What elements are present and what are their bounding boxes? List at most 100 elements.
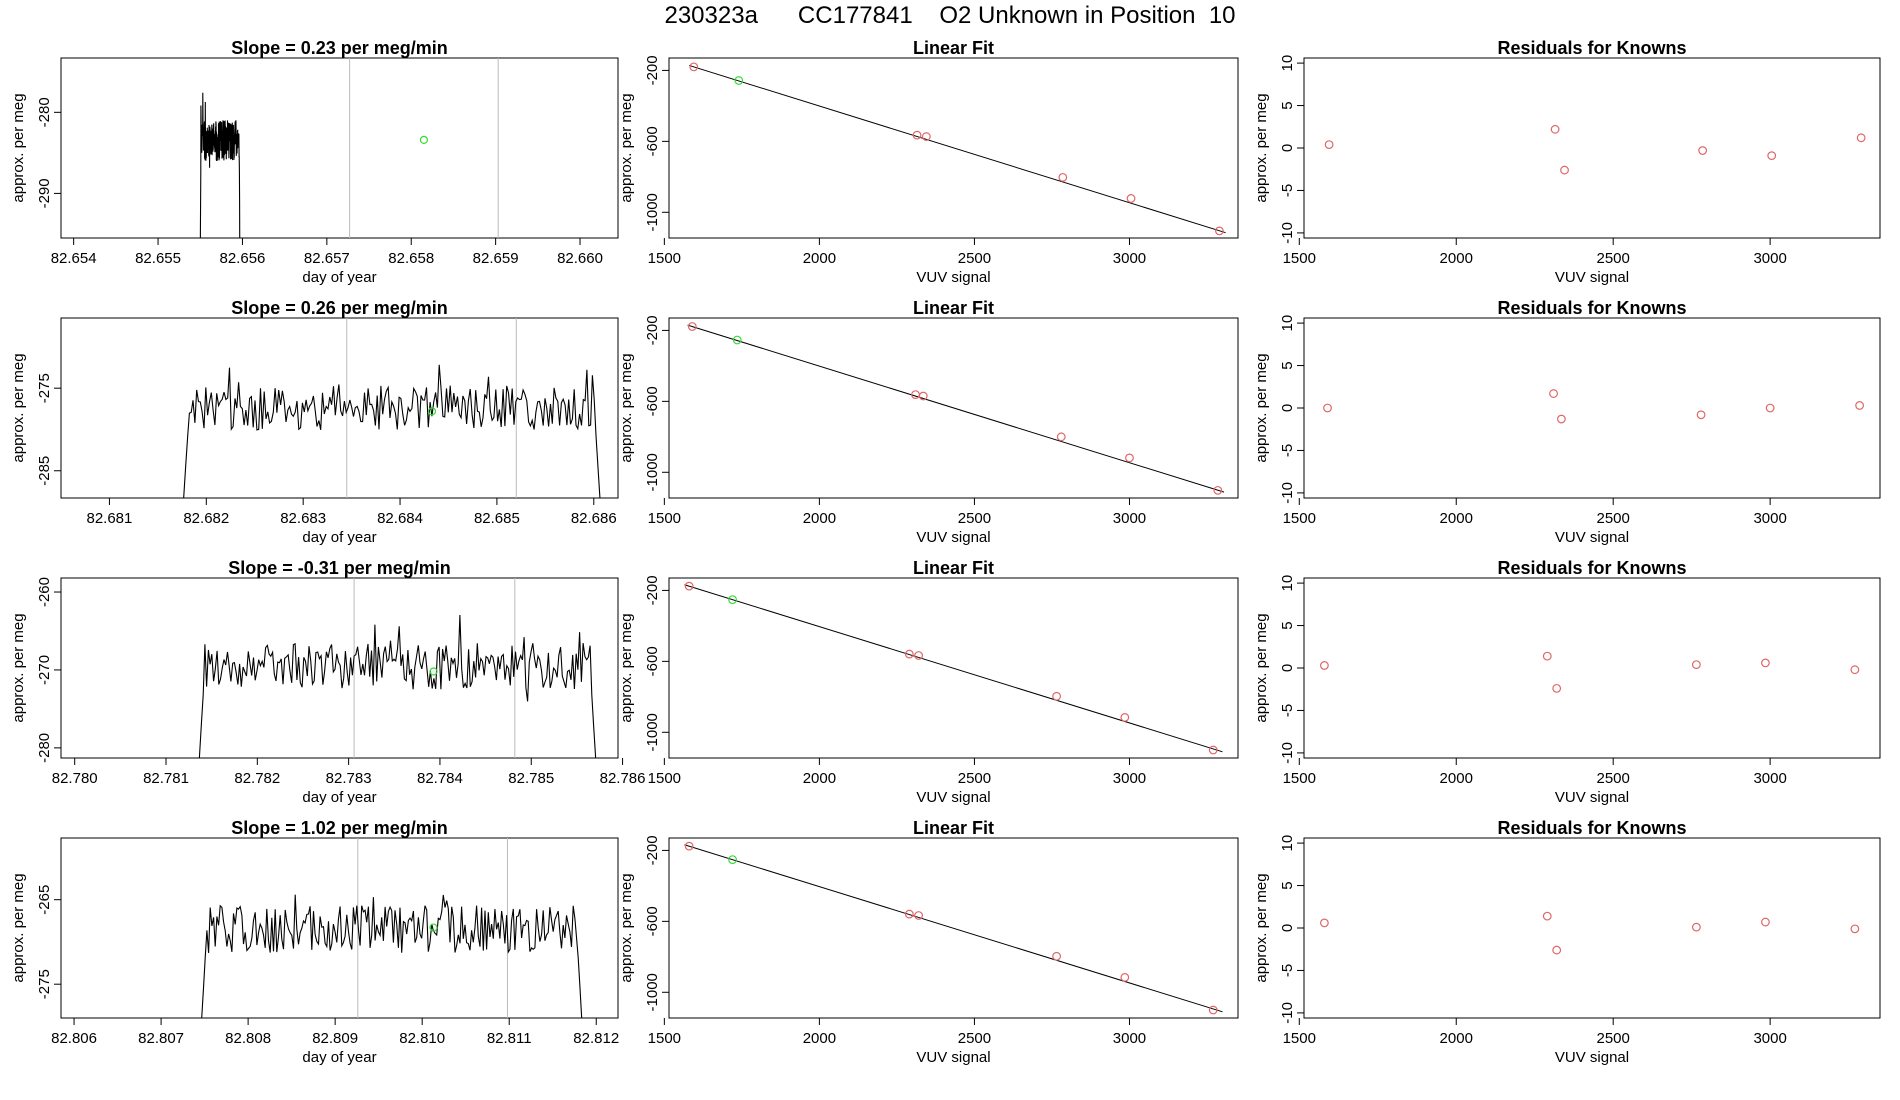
linear-fit-2-frame	[668, 317, 1239, 499]
linear-fit-2-title: Linear Fit	[913, 298, 994, 318]
timeseries-4-xlabel: day of year	[302, 1049, 376, 1066]
residuals-4-frame	[1303, 837, 1881, 1019]
linear-fit-3-known-point	[904, 649, 914, 659]
timeseries-1-series-line	[199, 92, 241, 238]
timeseries-3-ytick-label: -260	[36, 577, 53, 607]
linear-fit-4-ytick-label: -1000	[644, 973, 661, 1011]
residuals-1-xtick-label: 3000	[1753, 250, 1786, 267]
linear-fit-4-xtick-label: 3000	[1113, 1030, 1146, 1047]
residuals-2-residual-point	[1696, 410, 1706, 420]
linear-fit-2-ytick-label: -1000	[644, 453, 661, 491]
residuals-3-residual-point	[1552, 683, 1562, 693]
timeseries-1-xtick-label: 82.659	[473, 250, 519, 267]
linear-fit-3-xlabel: VUV signal	[916, 789, 990, 806]
residuals-3-residual-point	[1761, 658, 1770, 668]
linear-fit-3-xtick-label: 2000	[803, 770, 836, 787]
linear-fit-1-frame	[668, 57, 1239, 239]
residuals-4-residual-point	[1320, 918, 1329, 928]
linear-fit-1-known-point	[1058, 172, 1068, 182]
residuals-4-residual-point	[1850, 924, 1860, 934]
linear-fit-1-fit-line	[689, 64, 1226, 234]
residuals-4-xtick-label: 1500	[1283, 1030, 1316, 1047]
linear-fit-1-xtick-label: 3000	[1113, 250, 1146, 267]
linear-fit-2-xtick-label: 1500	[648, 510, 681, 527]
linear-fit-3-ylabel: approx. per meg	[618, 613, 635, 722]
residuals-2-xlabel: VUV signal	[1555, 529, 1629, 546]
linear-fit-3-fit-line	[684, 584, 1223, 753]
linear-fit-2-fit-line	[687, 324, 1225, 493]
linear-fit-4-known-point	[914, 911, 924, 920]
linear-fit-2-xtick-label: 3000	[1113, 510, 1146, 527]
residuals-1-ytick-label: 0	[1279, 144, 1296, 152]
linear-fit-1-title: Linear Fit	[913, 38, 994, 58]
linear-fit-2-known-point	[918, 391, 928, 401]
linear-fit-2-xtick-label: 2500	[958, 510, 991, 527]
residuals-3-ytick-label: 5	[1279, 621, 1296, 629]
timeseries-4-series-line	[201, 894, 583, 1018]
residuals-4-residual-point	[1542, 911, 1552, 921]
timeseries-3-xtick-label: 82.783	[326, 770, 372, 787]
timeseries-2-unknown-point	[427, 407, 437, 416]
timeseries-3-xlabel: day of year	[302, 789, 376, 806]
timeseries-4-xtick-label: 82.807	[138, 1030, 184, 1047]
timeseries-4-xtick-label: 82.811	[487, 1030, 532, 1047]
residuals-4-ytick-label: 10	[1279, 835, 1296, 852]
linear-fit-4-title: Linear Fit	[913, 818, 994, 838]
residuals-1-ytick-label: -10	[1279, 222, 1296, 244]
residuals-2-ylabel: approx. per meg	[1253, 353, 1270, 462]
timeseries-1-ytick-label: -290	[36, 178, 53, 208]
linear-fit-3-title: Linear Fit	[913, 558, 994, 578]
residuals-4-ytick-label: 5	[1279, 881, 1296, 889]
residuals-2-residual-point	[1855, 401, 1864, 410]
linear-fit-4-ylabel: approx. per meg	[618, 873, 635, 982]
timeseries-4-xtick-label: 82.810	[399, 1030, 445, 1047]
residuals-4-ytick-label: 0	[1279, 924, 1296, 932]
timeseries-1-unknown-point	[419, 135, 428, 144]
timeseries-3-xtick-label: 82.780	[52, 770, 98, 787]
residuals-2-residual-point	[1556, 414, 1566, 424]
residuals-4-ylabel: approx. per meg	[1253, 873, 1270, 982]
timeseries-1-xtick-label: 82.657	[304, 250, 350, 267]
residuals-2-xtick-label: 2000	[1440, 510, 1473, 527]
timeseries-2-ytick-label: -275	[36, 373, 53, 403]
linear-fit-4-xtick-label: 2500	[958, 1030, 991, 1047]
residuals-2-xtick-label: 2500	[1597, 510, 1630, 527]
residuals-4-xtick-label: 2000	[1440, 1030, 1473, 1047]
timeseries-2-xtick-label: 82.683	[280, 510, 326, 527]
timeseries-2-ylabel: approx. per meg	[10, 353, 27, 462]
timeseries-4-ytick-label: -265	[36, 885, 53, 915]
linear-fit-2-known-point	[1125, 453, 1134, 463]
timeseries-3-ylabel: approx. per meg	[10, 613, 27, 722]
residuals-4-xlabel: VUV signal	[1555, 1049, 1629, 1066]
linear-fit-3-ytick-label: -600	[644, 646, 661, 676]
timeseries-4-ytick-label: -275	[36, 969, 53, 999]
residuals-1-residual-point	[1550, 124, 1560, 134]
residuals-1-xlabel: VUV signal	[1555, 269, 1629, 286]
timeseries-4-title: Slope = 1.02 per meg/min	[231, 818, 448, 838]
residuals-4-residual-point	[1691, 922, 1701, 932]
linear-fit-1-ytick-label: -600	[644, 126, 661, 156]
residuals-3-ytick-label: 10	[1279, 575, 1296, 592]
linear-fit-4-known-point	[1208, 1005, 1218, 1015]
timeseries-2-ytick-label: -285	[36, 456, 53, 486]
linear-fit-1-known-point	[1214, 226, 1224, 236]
linear-fit-3-known-point	[684, 581, 694, 591]
residuals-4-ytick-label: -5	[1279, 964, 1296, 977]
linear-fit-4-known-point	[1052, 951, 1062, 961]
linear-fit-2-unknown-point	[732, 335, 742, 345]
linear-fit-1-xtick-label: 2000	[803, 250, 836, 267]
timeseries-2-xtick-label: 82.686	[571, 510, 617, 527]
timeseries-1-xtick-label: 82.655	[135, 250, 181, 267]
linear-fit-1-xlabel: VUV signal	[916, 269, 990, 286]
linear-fit-1-unknown-point	[734, 76, 744, 85]
timeseries-1-ytick-label: -280	[36, 97, 53, 127]
residuals-2-residual-point	[1765, 403, 1775, 413]
timeseries-2-series-line	[183, 364, 601, 498]
residuals-1-residual-point	[1767, 151, 1777, 161]
timeseries-3-frame	[60, 577, 619, 759]
linear-fit-2-known-point	[1056, 432, 1066, 442]
linear-fit-2-xlabel: VUV signal	[916, 529, 990, 546]
timeseries-1-xtick-label: 82.654	[51, 250, 97, 267]
residuals-4-ytick-label: -10	[1279, 1002, 1296, 1024]
